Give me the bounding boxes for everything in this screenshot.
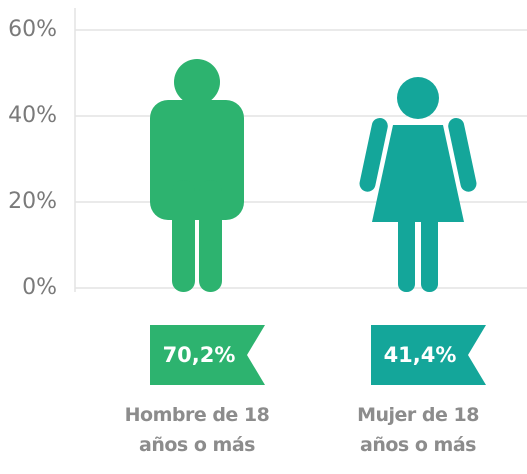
- woman-icon: [359, 77, 477, 292]
- category-label: Mujer de 18 años o más: [357, 404, 479, 456]
- value-label: 70,2%: [163, 343, 236, 367]
- value-label: 41,4%: [384, 343, 457, 367]
- y-tick-label: 0%: [22, 275, 57, 300]
- y-tick-label: 60%: [8, 17, 57, 42]
- label-flag: [150, 325, 265, 385]
- man-icon: [150, 59, 244, 292]
- category-label: Hombre de 18 años o más: [124, 404, 270, 456]
- label-flag: [371, 325, 486, 385]
- y-tick-label: 20%: [8, 189, 57, 214]
- y-tick-label: 40%: [8, 103, 57, 128]
